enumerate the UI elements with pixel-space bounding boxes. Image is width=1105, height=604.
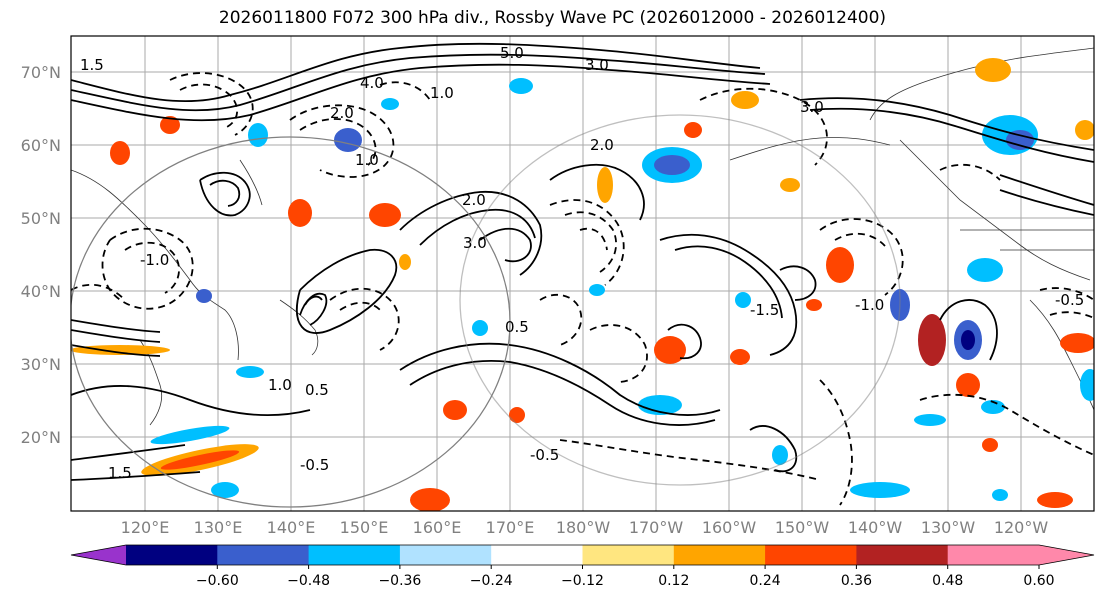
contour-label: -0.5 — [530, 446, 559, 464]
lon-label: 150°E — [340, 518, 389, 537]
colorbar-swatch — [126, 545, 218, 565]
lon-label: 160°E — [413, 518, 462, 537]
colorbar-tick-label: −0.48 — [287, 573, 330, 589]
contour-label: 0.5 — [305, 381, 329, 399]
negative-contours — [71, 72, 1094, 506]
colorbar-tick-label: 0.24 — [750, 573, 781, 589]
map-frame — [70, 35, 1095, 512]
lon-label: 160°W — [702, 518, 757, 537]
colorbar-swatch — [399, 545, 492, 565]
contour-label: -1.0 — [140, 251, 169, 269]
map-area: 5.0 3.0 3.0 2.0 2.0 1.0 4.0 1.5 1.0 0.5 … — [71, 36, 1094, 511]
contour-label: 1.0 — [355, 151, 379, 169]
lat-label: 70°N — [21, 63, 61, 82]
colorbar-swatch — [947, 545, 1040, 565]
contour-label: 2.0 — [590, 136, 614, 154]
wave-region-ellipses — [71, 114, 901, 508]
contour-label: 2.0 — [330, 104, 354, 122]
lon-label: 130°W — [921, 518, 976, 537]
contour-label: 0.5 — [505, 318, 529, 336]
colorbar-tick-label: 0.12 — [658, 573, 689, 589]
contour-label: 1.0 — [268, 376, 292, 394]
colorbar-tick-label: 0.60 — [1023, 573, 1054, 589]
lon-label: 140°W — [848, 518, 903, 537]
lat-label: 50°N — [21, 209, 61, 228]
colorbar-tick-label: 0.36 — [841, 573, 872, 589]
lat-label: 40°N — [21, 282, 61, 301]
contour-labels: 5.0 3.0 3.0 2.0 2.0 1.0 4.0 1.5 1.0 0.5 … — [80, 44, 1084, 482]
colorbar-swatch — [765, 545, 857, 565]
lon-label: 120°E — [121, 518, 170, 537]
divergence-shading — [71, 58, 1094, 511]
contour-label: 2.0 — [462, 191, 486, 209]
positive-contours — [71, 42, 1094, 481]
latitude-labels: 70°N 60°N 50°N 40°N 30°N 20°N — [21, 63, 61, 447]
colorbar-tick-label: −0.60 — [196, 573, 239, 589]
longitude-labels: 120°E 130°E 140°E 150°E 160°E 170°E 180°… — [121, 518, 1049, 537]
lat-label: 60°N — [21, 136, 61, 155]
lon-label: 120°W — [994, 518, 1049, 537]
contour-label: 4.0 — [360, 74, 384, 92]
lon-label: 130°E — [194, 518, 243, 537]
lat-label: 20°N — [21, 428, 61, 447]
colorbar-tick-label: −0.12 — [561, 573, 604, 589]
colorbar-extension-high — [1039, 545, 1094, 565]
lon-label: 180°W — [556, 518, 611, 537]
colorbar: −0.60 −0.48 −0.36 −0.24 −0.12 0.12 0.24 0.36 0.4… — [70, 544, 1095, 589]
colorbar-swatch — [491, 545, 583, 565]
lon-label: 170°E — [486, 518, 535, 537]
contour-label: 5.0 — [500, 44, 524, 62]
lon-label: 170°W — [629, 518, 684, 537]
contour-label: -0.5 — [1055, 291, 1084, 309]
colorbar-swatch — [582, 545, 675, 565]
colorbar-swatch — [673, 545, 766, 565]
map-title: 2026011800 F072 300 hPa div., Rossby Wav… — [218, 8, 887, 28]
colorbar-swatch — [217, 545, 310, 565]
contour-label: 1.5 — [80, 56, 104, 74]
contour-label: 1.5 — [108, 464, 132, 482]
contour-label: 3.0 — [585, 56, 609, 74]
lon-label: 140°E — [267, 518, 316, 537]
contour-label: -1.0 — [855, 296, 884, 314]
contour-label: 3.0 — [463, 234, 487, 252]
colorbar-tick-label: −0.36 — [378, 573, 421, 589]
lon-label: 150°W — [775, 518, 830, 537]
contour-label: -1.5 — [750, 301, 779, 319]
colorbar-tick-label: 0.48 — [932, 573, 963, 589]
contour-label: 3.0 — [800, 98, 824, 116]
colorbar-outline — [70, 544, 1095, 566]
colorbar-extension-low — [71, 545, 126, 565]
colorbar-swatch — [856, 545, 949, 565]
lat-label: 30°N — [21, 355, 61, 374]
contour-label: 1.0 — [430, 84, 454, 102]
colorbar-tick-label: −0.24 — [470, 573, 513, 589]
colorbar-swatch — [308, 545, 401, 565]
contour-label: -0.5 — [300, 456, 329, 474]
